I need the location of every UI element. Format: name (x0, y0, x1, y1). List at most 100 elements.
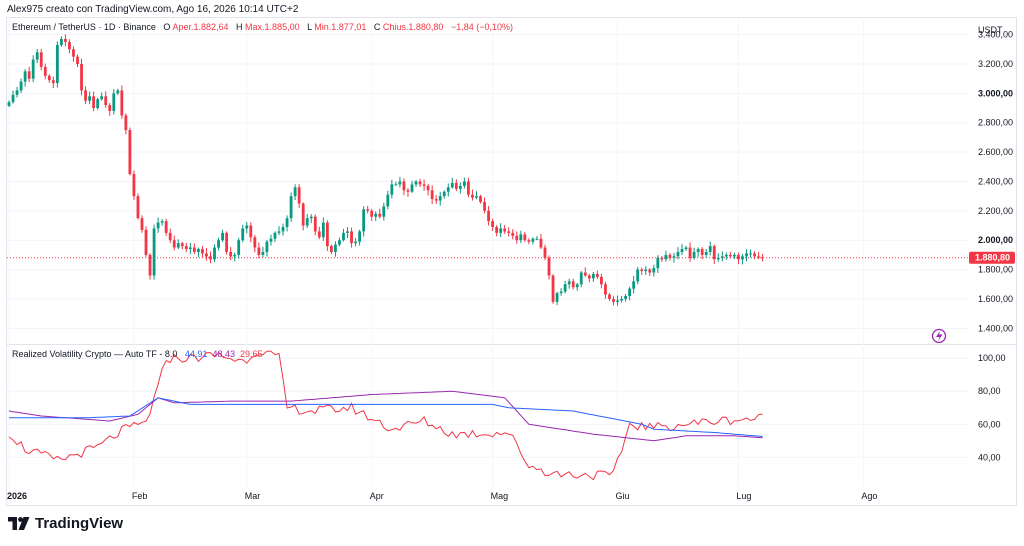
candle-body (217, 240, 220, 248)
candle-body (648, 269, 652, 273)
price-tick-label: 3.200,00 (978, 59, 1013, 69)
candle-body (237, 240, 241, 255)
open-value: Aper.1.882,64 (172, 22, 229, 32)
candle-body (660, 257, 664, 260)
candle-body (168, 232, 172, 241)
price-tick-label: 2.600,00 (978, 147, 1013, 157)
candle-body (402, 181, 406, 191)
candle-body (39, 52, 43, 67)
open-label: O (163, 22, 171, 32)
candle-body (31, 59, 35, 79)
candle-body (249, 225, 253, 238)
time-tick-label: Apr (370, 491, 384, 501)
candle-body (414, 181, 418, 185)
candle-body (745, 253, 748, 257)
candle-body (491, 221, 494, 227)
last-price-label: 1.880,80 (975, 253, 1010, 263)
candle-body (724, 254, 728, 257)
candle-body (700, 249, 704, 255)
candle-body (301, 203, 305, 226)
oscillator-tick-label: 100,00 (978, 353, 1006, 363)
price-tick-label: 1.800,00 (978, 265, 1013, 275)
candle-body (184, 246, 188, 250)
candle-body (346, 231, 349, 233)
candle-body (382, 206, 386, 217)
candle-body (164, 221, 168, 233)
candle-body (483, 202, 486, 211)
symbol-legend[interactable]: Ethereum / TetherUS · 1D · Binance O Ape… (12, 22, 513, 32)
candle-body (450, 182, 454, 188)
time-tick-label: Ago (861, 491, 877, 501)
candle-body (233, 254, 237, 257)
candle-body (640, 269, 644, 272)
replay-icon (931, 328, 947, 344)
candle-body (374, 213, 378, 217)
candle-body (47, 75, 51, 81)
candle-body (342, 232, 345, 241)
candle-body (539, 238, 543, 248)
oscillator-legend[interactable]: Realized Volatility Crypto — Auto TF - 8… (12, 349, 263, 359)
candle-body (35, 52, 39, 60)
candle-body (76, 56, 79, 64)
volatility-line-blue (9, 397, 763, 437)
candle-body (140, 218, 144, 230)
candle-body (471, 194, 474, 198)
candle-body (608, 294, 611, 299)
candle-body (390, 184, 394, 195)
candle-body (503, 228, 507, 232)
candle-body (426, 185, 430, 191)
candle-body (704, 251, 708, 255)
candle-body (297, 187, 301, 204)
candle-body (712, 246, 716, 260)
candle-body (664, 254, 668, 260)
candle-body (741, 256, 744, 260)
price-tick-label: 3.400,00 (978, 30, 1013, 40)
candle-body (684, 247, 688, 250)
candle-body (43, 66, 47, 76)
oscillator-value-red: 29,65 (240, 349, 263, 359)
candle-body (334, 244, 337, 252)
candle-body (567, 281, 571, 285)
candle-body (350, 231, 353, 244)
candle-body (523, 234, 527, 241)
candle-body (527, 240, 531, 242)
candle-body (132, 174, 136, 197)
candle-body (535, 238, 539, 240)
candle-body (305, 218, 309, 226)
candle-body (205, 253, 208, 257)
candle-body (104, 96, 108, 106)
candle-body (696, 249, 700, 252)
oscillator-tick-label: 60,00 (978, 419, 1001, 429)
candle-body (749, 253, 752, 255)
candle-body (632, 281, 636, 289)
oscillator-lines (8, 350, 763, 481)
candle-body (438, 196, 442, 201)
candle-body (321, 222, 325, 238)
candle-body (309, 216, 313, 219)
oscillator-value-blue: 44,91 (184, 349, 208, 359)
candle-body (737, 254, 740, 260)
candle-body (591, 273, 595, 279)
axes: 3.400,00 3.200,00 3.000,00 2.800,00 2.600,00… (7, 25, 1015, 501)
brand-logo[interactable]: TradingView (8, 515, 123, 532)
candle-body (551, 275, 555, 302)
high-value: Max.1.885,00 (245, 22, 300, 32)
candle-body (547, 257, 551, 276)
candle-body (487, 210, 490, 222)
candle-body (668, 254, 672, 258)
candle-body (92, 96, 96, 109)
candle-body (192, 247, 196, 252)
candle-body (293, 187, 297, 197)
candle-body (418, 181, 422, 185)
candle-body (59, 39, 63, 45)
candle-body (51, 80, 55, 84)
candle-body (708, 246, 712, 252)
candle-body (753, 253, 756, 257)
candle-body (378, 213, 382, 217)
candle-body (128, 130, 132, 175)
oscillator-title: Realized Volatility Crypto — Auto TF - 8… (12, 349, 178, 359)
candle-body (289, 196, 293, 219)
candle-body (559, 291, 563, 294)
candle-body (124, 115, 128, 131)
